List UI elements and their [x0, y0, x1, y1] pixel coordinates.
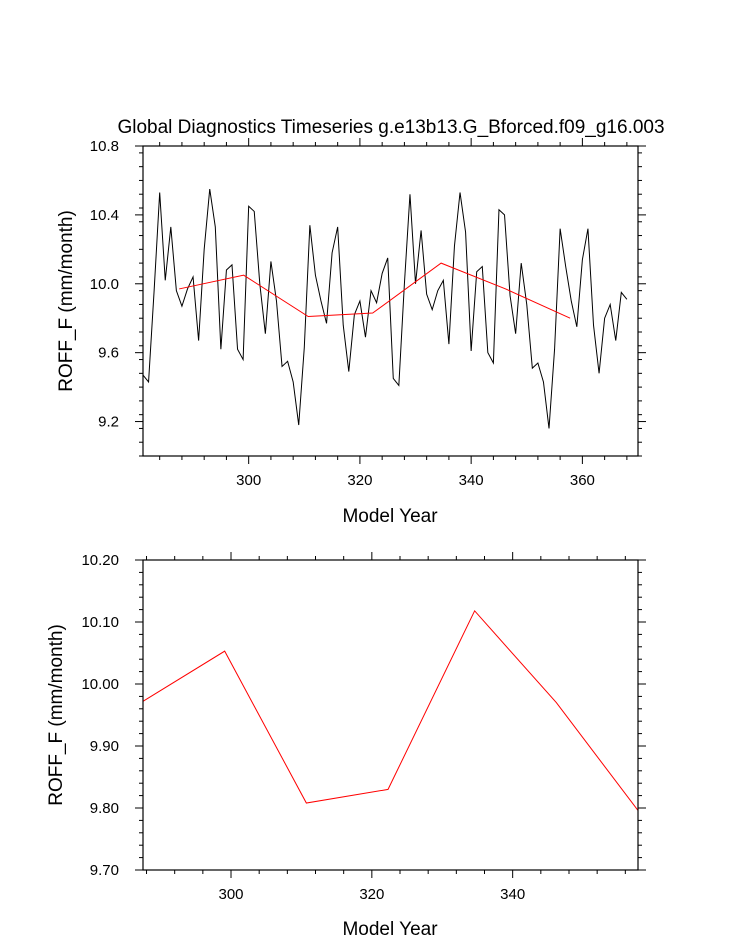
- x-tick-label: 360: [570, 472, 595, 489]
- y-tick-label: 10.4: [90, 207, 119, 224]
- x-tick-label: 320: [347, 472, 372, 489]
- top-x-axis-label: Model Year: [342, 506, 438, 527]
- y-tick-label: 9.6: [98, 345, 119, 362]
- series-line-running-mean: [179, 262, 571, 319]
- chart-title: Global Diagnostics Timeseries g.e13b13.G…: [117, 117, 664, 138]
- y-tick-label: 10.00: [81, 676, 119, 693]
- top-y-axis-label: ROFF_F (mm/month): [56, 210, 77, 392]
- series-line-running-mean: [142, 609, 639, 811]
- x-tick-label: 300: [236, 472, 261, 489]
- x-tick-label: 340: [459, 472, 484, 489]
- top-plot-frame: [142, 145, 639, 457]
- y-tick-label: 10.8: [90, 138, 119, 155]
- y-tick-label: 9.90: [90, 738, 119, 755]
- y-tick-label: 9.2: [98, 414, 119, 431]
- top-panel: Global Diagnostics Timeseries g.e13b13.G…: [56, 117, 665, 527]
- bottom-y-axis-label: ROFF_F (mm/month): [46, 624, 67, 806]
- y-tick-label: 10.20: [81, 552, 119, 569]
- y-tick-label: 10.0: [90, 276, 119, 293]
- bottom-panel: 300 320 340 9.70 9.80 9.90 10.00 10.10 10.20 Mod…: [46, 552, 646, 940]
- y-tick-label: 10.10: [81, 614, 119, 631]
- bottom-plot-frame: [142, 559, 639, 871]
- bottom-x-axis-label: Model Year: [342, 919, 438, 940]
- series-line-annual: [142, 188, 628, 429]
- x-tick-label: 340: [500, 886, 525, 903]
- y-tick-label: 9.80: [90, 800, 119, 817]
- x-tick-label: 320: [359, 886, 384, 903]
- y-tick-label: 9.70: [90, 862, 119, 879]
- x-tick-label: 300: [219, 886, 244, 903]
